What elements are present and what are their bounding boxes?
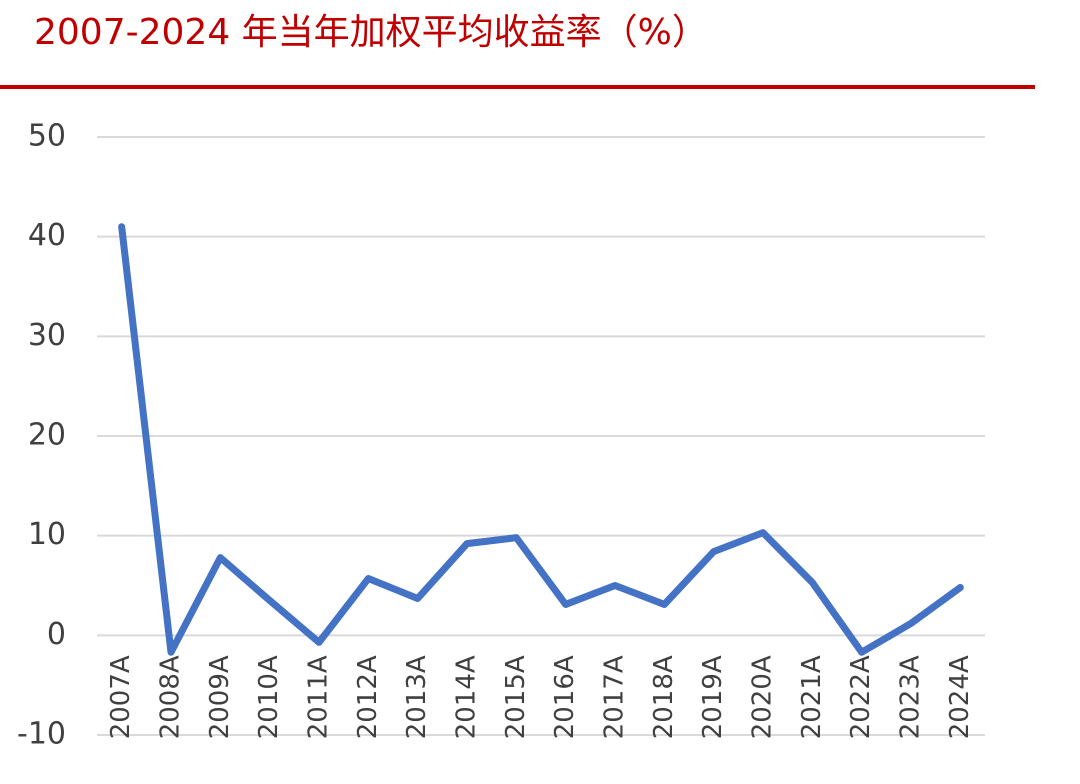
x-tick-label: 2011A bbox=[304, 655, 334, 739]
y-tick-label: 40 bbox=[28, 218, 66, 253]
x-tick-label: 2010A bbox=[254, 655, 284, 739]
x-tick-label: 2019A bbox=[698, 655, 728, 739]
x-tick-label: 2013A bbox=[402, 655, 432, 739]
y-tick-label: 30 bbox=[28, 318, 66, 353]
x-tick-label: 2009A bbox=[205, 655, 235, 739]
x-tick-label: 2022A bbox=[846, 655, 876, 739]
y-tick-label: 20 bbox=[28, 418, 66, 453]
chart-title: 2007-2024 年当年加权平均收益率（%） bbox=[34, 12, 708, 53]
x-tick-label: 2015A bbox=[501, 655, 531, 739]
title-rule bbox=[0, 85, 1035, 89]
x-tick-label: 2021A bbox=[797, 655, 827, 739]
series-line bbox=[118, 223, 964, 656]
x-tick-label: 2023A bbox=[896, 655, 926, 739]
y-tick-label: 50 bbox=[28, 119, 66, 154]
y-tick-label: -10 bbox=[17, 717, 66, 752]
x-tick-label: 2016A bbox=[550, 655, 580, 739]
x-tick-label: 2008A bbox=[156, 655, 186, 739]
x-tick-label: 2024A bbox=[945, 655, 975, 739]
x-tick-label: 2020A bbox=[748, 655, 778, 739]
y-tick-label: 0 bbox=[47, 617, 66, 652]
x-tick-label: 2017A bbox=[600, 655, 630, 739]
x-tick-label: 2014A bbox=[452, 655, 482, 739]
x-tick-label: 2012A bbox=[353, 655, 383, 739]
y-tick-label: 10 bbox=[28, 517, 66, 552]
x-tick-label: 2018A bbox=[649, 655, 679, 739]
x-tick-label: 2007A bbox=[106, 655, 136, 739]
